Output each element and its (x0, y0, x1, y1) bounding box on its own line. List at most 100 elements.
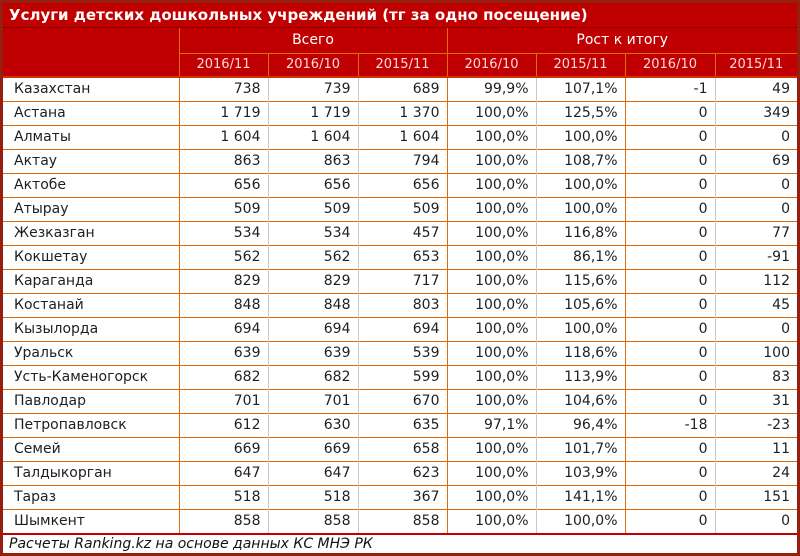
value-cell: 349 (714, 100, 797, 125)
value-cell: 125,5% (535, 100, 625, 125)
value-cell: 1 604 (178, 124, 268, 149)
value-cell: 518 (267, 484, 358, 509)
value-cell: 100,0% (446, 508, 536, 533)
table-row: Семей 669 669 658 100,0% 101,7% 0 11 (3, 436, 797, 461)
value-cell: 0 (624, 196, 715, 221)
table-row: Актау 863 863 794 100,0% 108,7% 0 69 (3, 148, 797, 173)
region-name-cell: Петропавловск (3, 412, 179, 437)
value-cell: 682 (267, 364, 358, 389)
value-cell: 100,0% (535, 508, 625, 533)
value-cell: 534 (178, 220, 268, 245)
value-cell: 1 370 (357, 100, 447, 125)
year-header-row: 2016/11 2016/10 2015/11 2016/10 2015/11 … (3, 52, 797, 77)
value-cell: 100,0% (446, 244, 536, 269)
region-name-cell: Караганда (3, 268, 179, 293)
value-cell: 656 (267, 172, 358, 197)
table-row: Кокшетау 562 562 653 100,0% 86,1% 0 -91 (3, 244, 797, 269)
region-name-cell: Уральск (3, 340, 179, 365)
value-cell: 0 (624, 460, 715, 485)
value-cell: 738 (178, 76, 268, 101)
value-cell: 694 (178, 316, 268, 341)
value-cell: 100,0% (446, 268, 536, 293)
value-cell: 0 (624, 172, 715, 197)
table-row: Жезказган 534 534 457 100,0% 116,8% 0 77 (3, 220, 797, 245)
region-name-cell: Талдыкорган (3, 460, 179, 485)
value-cell: 86,1% (535, 244, 625, 269)
region-name-cell: Актобе (3, 172, 179, 197)
value-cell: 739 (267, 76, 358, 101)
value-cell: 0 (624, 268, 715, 293)
value-cell: 0 (624, 100, 715, 125)
value-cell: 100,0% (535, 172, 625, 197)
value-cell: 100,0% (446, 340, 536, 365)
value-cell: 701 (178, 388, 268, 413)
value-cell: 794 (357, 148, 447, 173)
value-cell: 100,0% (446, 220, 536, 245)
table-body: Казахстан 738 739 689 99,9% 107,1% -1 49 Астана 1… (3, 76, 797, 533)
value-cell: 100,0% (535, 124, 625, 149)
region-name-cell: Семей (3, 436, 179, 461)
value-cell: 100,0% (446, 316, 536, 341)
table-row: Актобе 656 656 656 100,0% 100,0% 0 0 (3, 172, 797, 197)
value-cell: 0 (624, 316, 715, 341)
region-name-cell: Жезказган (3, 220, 179, 245)
value-cell: 858 (357, 508, 447, 533)
value-cell: 848 (178, 292, 268, 317)
value-cell: 100,0% (446, 364, 536, 389)
value-cell: 118,6% (535, 340, 625, 365)
value-cell: 116,8% (535, 220, 625, 245)
table-row: Петропавловск 612 630 635 97,1% 96,4% -18 -23 (3, 412, 797, 437)
value-cell: 682 (178, 364, 268, 389)
value-cell: 77 (714, 220, 797, 245)
value-cell: 599 (357, 364, 447, 389)
value-cell: 863 (178, 148, 268, 173)
value-cell: 1 719 (178, 100, 268, 125)
value-cell: 69 (714, 148, 797, 173)
value-cell: 509 (357, 196, 447, 221)
region-name-cell: Усть-Каменогорск (3, 364, 179, 389)
value-cell: 509 (178, 196, 268, 221)
value-cell: 647 (267, 460, 358, 485)
value-cell: 0 (714, 124, 797, 149)
table-row: Астана 1 719 1 719 1 370 100,0% 125,5% 0 349 (3, 100, 797, 125)
value-cell: 0 (714, 172, 797, 197)
value-cell: 0 (714, 508, 797, 533)
group-header-total: Всего (179, 28, 447, 53)
value-cell: 103,9% (535, 460, 625, 485)
table-row: Костанай 848 848 803 100,0% 105,6% 0 45 (3, 292, 797, 317)
value-cell: 0 (624, 244, 715, 269)
value-cell: 669 (267, 436, 358, 461)
region-name-cell: Тараз (3, 484, 179, 509)
value-cell: 108,7% (535, 148, 625, 173)
value-cell: 635 (357, 412, 447, 437)
value-cell: 701 (267, 388, 358, 413)
region-name-cell: Алматы (3, 124, 179, 149)
blank-header-cell (3, 28, 180, 77)
region-name-cell: Астана (3, 100, 179, 125)
table-row: Шымкент 858 858 858 100,0% 100,0% 0 0 (3, 508, 797, 533)
column-header: 2016/10 (624, 52, 715, 77)
source-note: Расчеты Ranking.kz на основе данных КС М… (3, 533, 797, 553)
table-row: Тараз 518 518 367 100,0% 141,1% 0 151 (3, 484, 797, 509)
value-cell: 647 (178, 460, 268, 485)
value-cell: 457 (357, 220, 447, 245)
value-cell: 100,0% (446, 460, 536, 485)
value-cell: 107,1% (535, 76, 625, 101)
value-cell: 829 (178, 268, 268, 293)
value-cell: 518 (178, 484, 268, 509)
value-cell: 1 719 (267, 100, 358, 125)
value-cell: 562 (178, 244, 268, 269)
value-cell: 694 (357, 316, 447, 341)
value-cell: 112 (714, 268, 797, 293)
group-header-row: Всего Рост к итогу (3, 28, 797, 77)
value-cell: 100,0% (446, 172, 536, 197)
value-cell: 100,0% (446, 388, 536, 413)
group-header-growth: Рост к итогу (446, 28, 797, 53)
value-cell: 100,0% (446, 148, 536, 173)
value-cell: 0 (714, 196, 797, 221)
value-cell: 49 (714, 76, 797, 101)
page-title: Услуги детских дошкольных учреждений (тг… (3, 3, 797, 28)
table-row: Атырау 509 509 509 100,0% 100,0% 0 0 (3, 196, 797, 221)
value-cell: 669 (178, 436, 268, 461)
value-cell: 97,1% (446, 412, 536, 437)
